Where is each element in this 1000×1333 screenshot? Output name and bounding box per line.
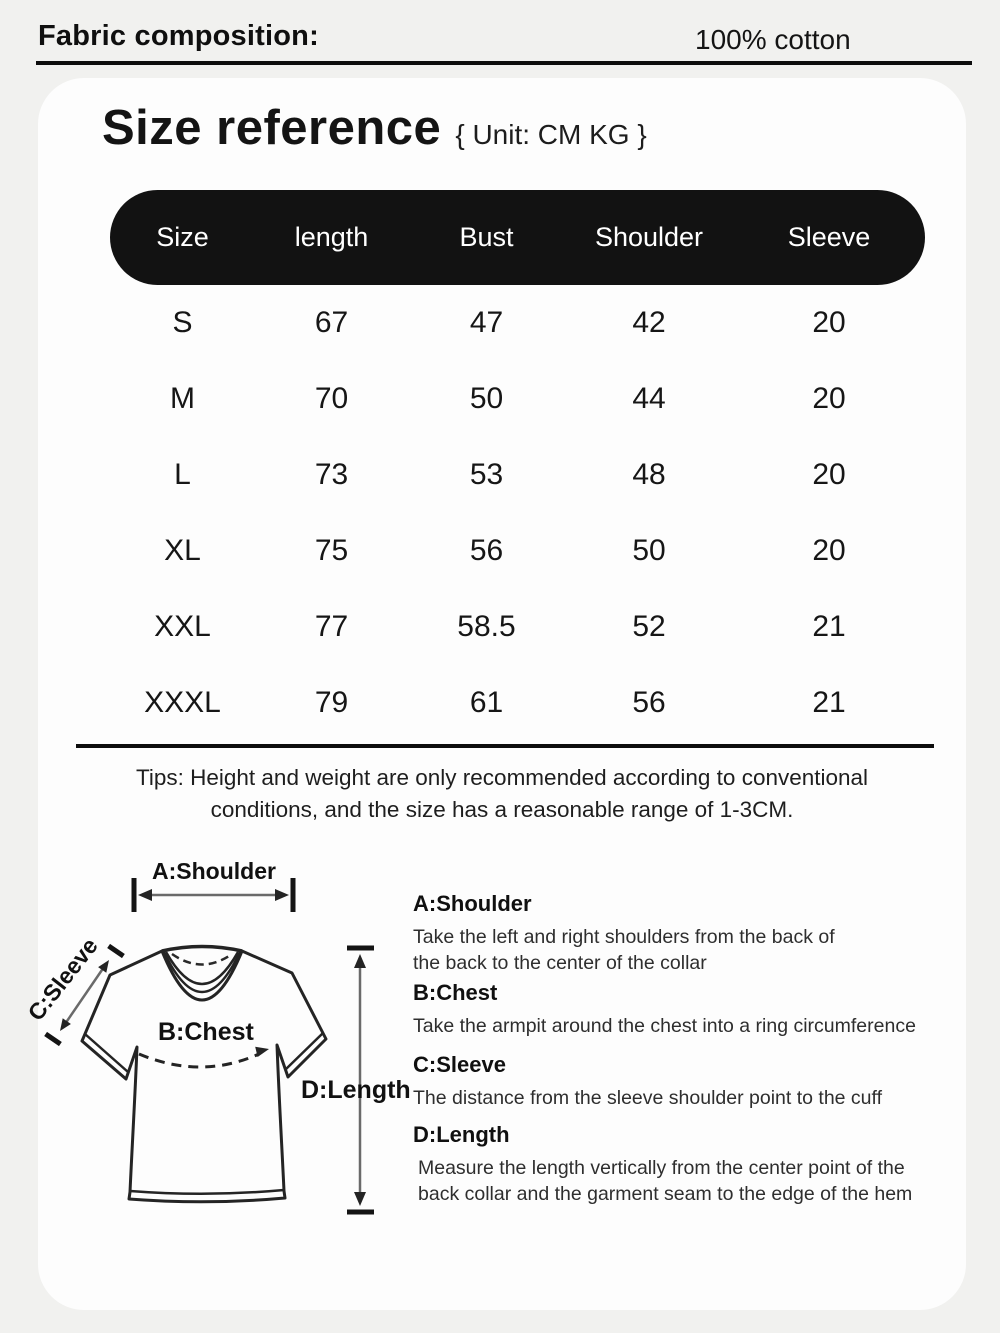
tips-line: conditions, and the size has a reasonabl… [210, 797, 794, 822]
tshirt-diagram-svg [44, 878, 374, 1215]
size-table-cell: 70 [314, 382, 349, 415]
size-table-cell: 79 [314, 686, 349, 719]
header-cell-sleeve: Sleeve [787, 222, 871, 252]
size-table-cell: 58.5 [457, 610, 516, 643]
shoulder-arrow [131, 878, 296, 912]
size-reference-title: Size reference { Unit: CM KG } [102, 100, 647, 156]
size-table-cell: L [174, 458, 191, 491]
size-table-cell: 56 [632, 686, 666, 719]
size-table-cell: 61 [469, 686, 504, 719]
guide-title: A:Shoulder [413, 891, 532, 916]
guide-section-chest: B:Chest Take the armpit around the chest… [413, 980, 973, 1039]
size-table-cell: 42 [632, 306, 666, 339]
size-table-cell: S [172, 306, 193, 339]
size-table-cell: 52 [632, 610, 666, 643]
tshirt-measurement-diagram: A:Shoulder C:Sleeve B:Chest D:Length [22, 848, 458, 1228]
size-table-cell: 48 [632, 458, 666, 491]
size-table-cell: 50 [469, 382, 504, 415]
size-table-cell: XL [164, 534, 201, 567]
guide-title: C:Sleeve [413, 1052, 506, 1077]
chest-arrow [138, 1046, 269, 1069]
page-title: Size reference [102, 101, 442, 155]
size-table-cell: 21 [812, 610, 846, 643]
size-table-body: S 67 47 42 20 M 70 50 44 20 L 73 53 48 2… [110, 285, 925, 741]
guide-line: Take the left and right shoulders from t… [413, 926, 835, 948]
size-table-cell: 73 [314, 458, 349, 491]
guide-section-length: D:Length Measure the length vertically f… [413, 1122, 973, 1207]
table-bottom-divider [76, 744, 934, 748]
size-table-cell: 53 [469, 458, 504, 491]
sleeve-arrow [44, 943, 125, 1047]
size-table-cell: 20 [812, 458, 846, 491]
size-table-cell: 20 [812, 534, 846, 567]
guide-title: D:Length [413, 1122, 510, 1147]
guide-line: back collar and the garment seam to the … [418, 1183, 913, 1205]
header-cell-bust: Bust [459, 222, 514, 252]
size-table-cell: M [170, 382, 195, 415]
header-cell-length: length [294, 222, 369, 252]
size-table-cell: 20 [812, 306, 846, 339]
length-arrow [347, 945, 374, 1215]
shoulder-label: A:Shoulder [152, 858, 276, 884]
size-table-cell: 20 [812, 382, 846, 415]
size-table-cell: 47 [469, 306, 504, 339]
guide-section-sleeve: C:Sleeve The distance from the sleeve sh… [413, 1052, 973, 1111]
unit-note: { Unit: CM KG } [455, 119, 647, 150]
size-table-cell: 50 [632, 534, 666, 567]
size-table-cell: XXXL [144, 686, 221, 719]
size-table-cell: 67 [314, 306, 349, 339]
guide-title: B:Chest [413, 980, 498, 1005]
guide-line: the back to the center of the collar [413, 952, 707, 974]
size-table-header: Size length Bust Shoulder Sleeve [110, 190, 925, 285]
guide-section-shoulder: A:Shoulder Take the left and right shoul… [413, 891, 973, 976]
size-table-cell: 75 [314, 534, 349, 567]
header-cell-size: Size [156, 222, 209, 252]
guide-line: The distance from the sleeve shoulder po… [413, 1087, 882, 1109]
fabric-composition-value: 100% cotton [695, 24, 851, 55]
top-divider [36, 61, 972, 65]
size-table-cell: 56 [469, 534, 504, 567]
size-table-cell: 21 [812, 686, 846, 719]
header-cell-shoulder: Shoulder [594, 222, 704, 252]
tips-note: Tips: Height and weight are only recomme… [38, 762, 966, 826]
fabric-composition-label: Fabric composition: [38, 20, 319, 52]
guide-line: Measure the length vertically from the c… [418, 1157, 905, 1179]
size-table-cell: XXL [154, 610, 211, 643]
size-table-cell: 77 [314, 610, 349, 643]
tshirt-outline [80, 944, 328, 1204]
guide-line: Take the armpit around the chest into a … [413, 1015, 916, 1037]
chest-label: B:Chest [158, 1018, 254, 1046]
size-table-cell: 44 [632, 382, 666, 415]
tips-line: Tips: Height and weight are only recomme… [135, 765, 869, 790]
size-reference-card: Size reference { Unit: CM KG } Size leng… [22, 78, 966, 1310]
length-label: D:Length [301, 1076, 411, 1104]
